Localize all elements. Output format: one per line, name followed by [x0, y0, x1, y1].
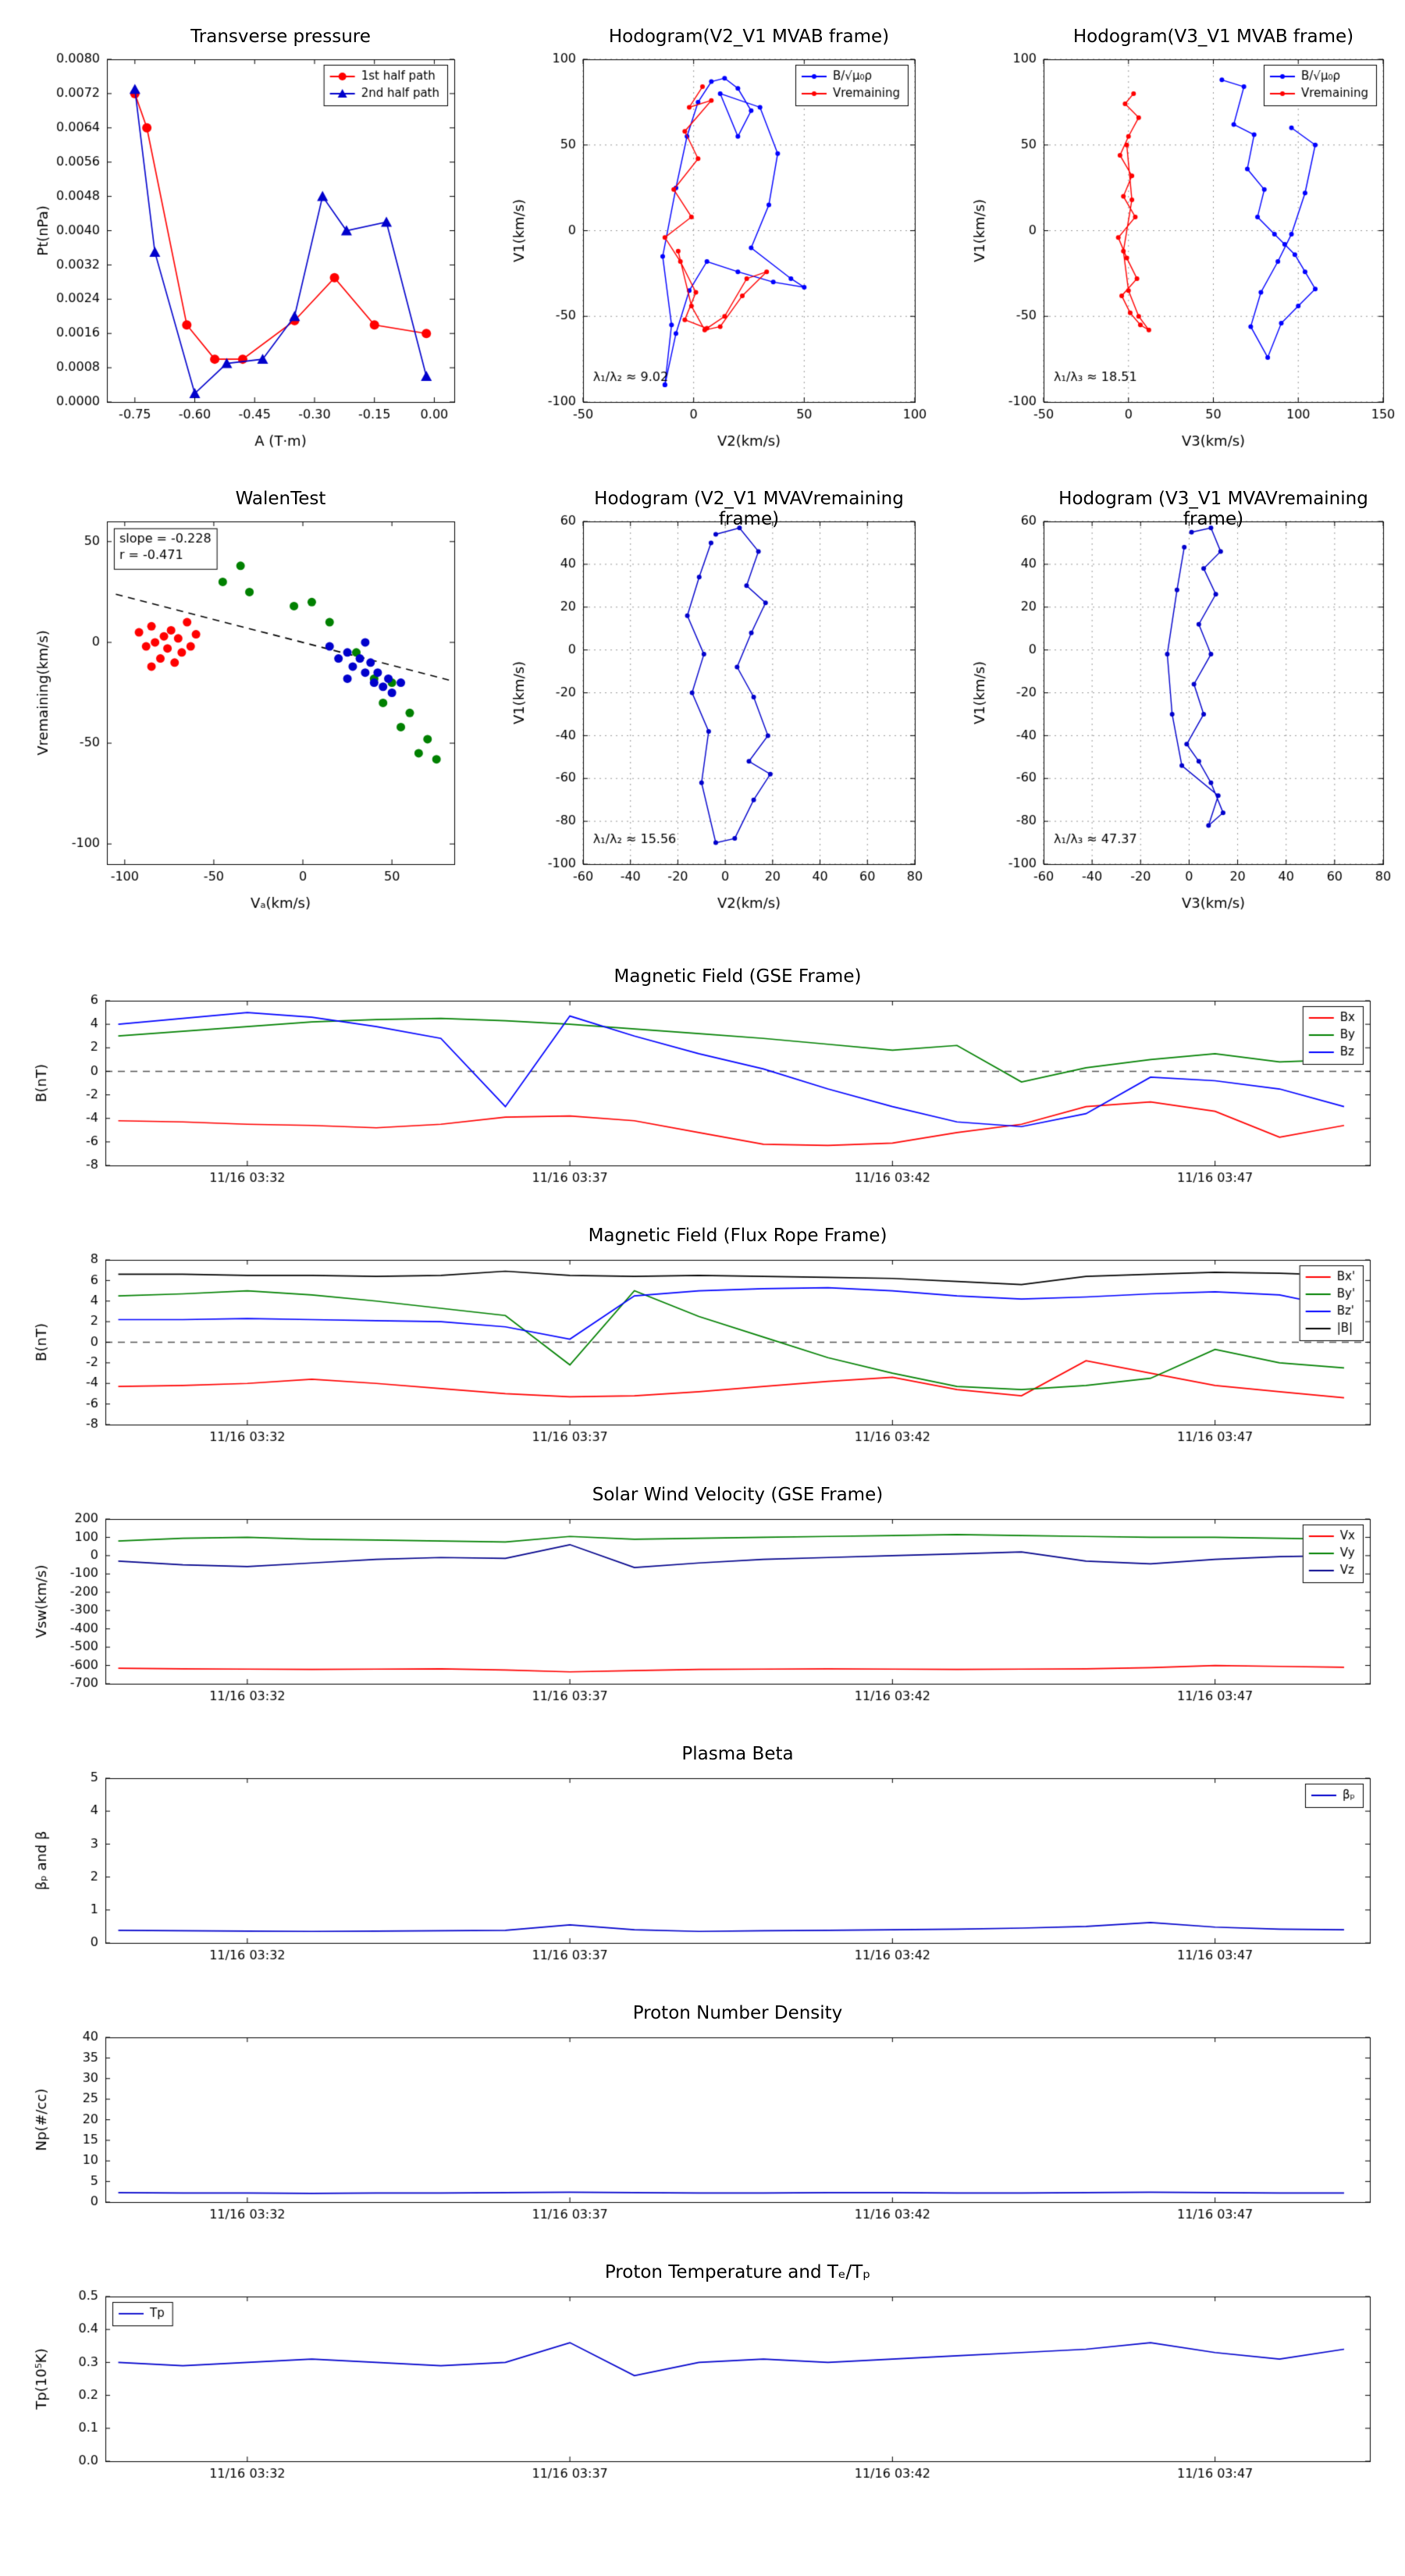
panel-hodogram-v2v1-mvab: Hodogram(V2_V1 MVAB frame)	[496, 14, 929, 463]
panel-hodogram-v3v1-mvav: Hodogram (V3_V1 MVAVremaining frame)	[956, 476, 1397, 925]
panel-hodogram-v3v1-mvab: Hodogram(V3_V1 MVAB frame)	[956, 14, 1397, 463]
plasma-beta-chart	[23, 1738, 1385, 1991]
proton-temperature-chart	[23, 2256, 1385, 2510]
proton-number-density-chart	[23, 1997, 1385, 2250]
solar-wind-velocity-chart	[23, 1478, 1385, 1732]
hodogram-v2v1-mvav-chart	[496, 476, 929, 925]
chart-title: Proton Number Density	[632, 2003, 843, 2023]
chart-title: Hodogram(V2_V1 MVAB frame)	[608, 27, 890, 47]
transverse-pressure-chart	[20, 14, 468, 463]
chart-title: Plasma Beta	[681, 1744, 794, 1764]
chart-title: WalenTest	[235, 489, 326, 509]
panel-proton-number-density: Proton Number Density	[23, 1997, 1385, 2250]
chart-title: Magnetic Field (GSE Frame)	[614, 966, 862, 987]
chart-title: Hodogram (V3_V1 MVAVremaining frame)	[1058, 489, 1368, 529]
magnetic-field-flux-rope-chart	[23, 1219, 1385, 1473]
chart-title: Transverse pressure	[190, 27, 371, 47]
hodogram-v3v1-mvav-chart	[956, 476, 1397, 925]
chart-title: Solar Wind Velocity (GSE Frame)	[592, 1485, 884, 1505]
panel-plasma-beta: Plasma Beta	[23, 1738, 1385, 1991]
panel-proton-temperature: Proton Temperature and Tₑ/Tₚ	[23, 2256, 1385, 2510]
chart-title: Hodogram (V2_V1 MVAVremaining frame)	[594, 489, 904, 529]
panel-solar-wind-velocity: Solar Wind Velocity (GSE Frame)	[23, 1478, 1385, 1732]
panel-magnetic-field-flux-rope: Magnetic Field (Flux Rope Frame)	[23, 1219, 1385, 1473]
walen-test-chart	[20, 476, 468, 925]
panel-transverse-pressure: Transverse pressure	[20, 14, 468, 463]
chart-title: Proton Temperature and Tₑ/Tₚ	[604, 2262, 871, 2282]
panel-magnetic-field-gse: Magnetic Field (GSE Frame)	[23, 960, 1385, 1214]
chart-title: Magnetic Field (Flux Rope Frame)	[588, 1226, 887, 1246]
panel-hodogram-v2v1-mvav: Hodogram (V2_V1 MVAVremaining frame)	[496, 476, 929, 925]
hodogram-v3v1-mvab-chart	[956, 14, 1397, 463]
magnetic-field-gse-chart	[23, 960, 1385, 1214]
panel-walen-test: WalenTest	[20, 476, 468, 925]
hodogram-v2v1-mvab-chart	[496, 14, 929, 463]
chart-title: Hodogram(V3_V1 MVAB frame)	[1072, 27, 1354, 47]
